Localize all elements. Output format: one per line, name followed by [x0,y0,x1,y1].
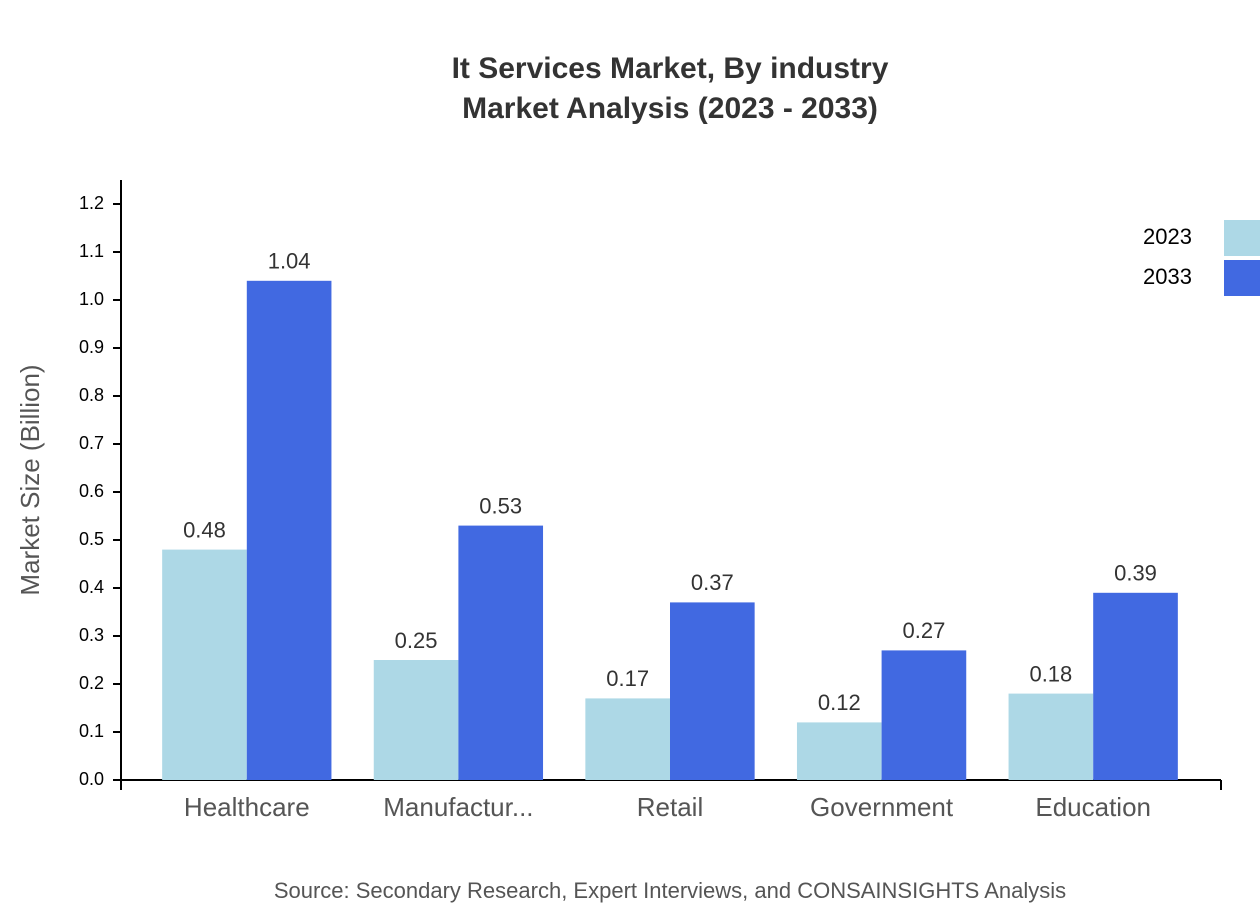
y-tick-label: 1.0 [79,289,104,309]
y-axis-label: Market Size (Billion) [15,364,45,595]
legend-label: 2023 [1143,224,1192,249]
y-tick-label: 1.1 [79,241,104,261]
bar [585,698,670,780]
value-label: 1.04 [268,249,311,274]
bar [373,660,459,780]
value-label: 0.53 [479,493,522,518]
legend-label: 2033 [1143,264,1192,289]
value-label: 0.18 [1029,661,1072,686]
value-label: 0.17 [606,666,649,691]
value-label: 0.39 [1114,561,1157,586]
y-tick-label: 0.5 [79,529,104,549]
y-tick-label: 0.2 [79,673,104,693]
y-tick-label: 0.0 [79,769,104,789]
x-tick-label: Healthcare [184,792,310,822]
source-note: Source: Secondary Research, Expert Inter… [274,878,1066,903]
x-tick-label: Retail [637,792,703,822]
value-label: 0.27 [903,618,946,643]
bar [1008,693,1094,780]
x-tick-label: Manufactur... [383,792,533,822]
legend-swatch [1224,220,1260,256]
bar [881,650,967,780]
bar [796,722,882,780]
y-tick-label: 0.9 [79,337,104,357]
bar [162,549,247,780]
y-tick-label: 0.6 [79,481,104,501]
value-label: 0.12 [818,690,861,715]
y-tick-label: 0.4 [79,577,104,597]
bar [458,525,544,780]
y-tick-label: 0.3 [79,625,104,645]
bar [246,280,332,780]
chart-subtitle: Market Analysis (2023 - 2033) [462,92,878,125]
value-label: 0.25 [395,628,438,653]
x-tick-label: Education [1035,792,1151,822]
y-tick-label: 0.7 [79,433,104,453]
legend-swatch [1224,260,1260,296]
value-label: 0.48 [183,517,226,542]
chart-title: It Services Market, By industry [452,52,889,85]
value-label: 0.37 [691,570,734,595]
y-tick-label: 0.1 [79,721,104,741]
y-tick-label: 0.8 [79,385,104,405]
bar [670,602,755,780]
x-tick-label: Government [810,792,954,822]
bar [1093,592,1178,780]
y-tick-label: 1.2 [79,193,104,213]
